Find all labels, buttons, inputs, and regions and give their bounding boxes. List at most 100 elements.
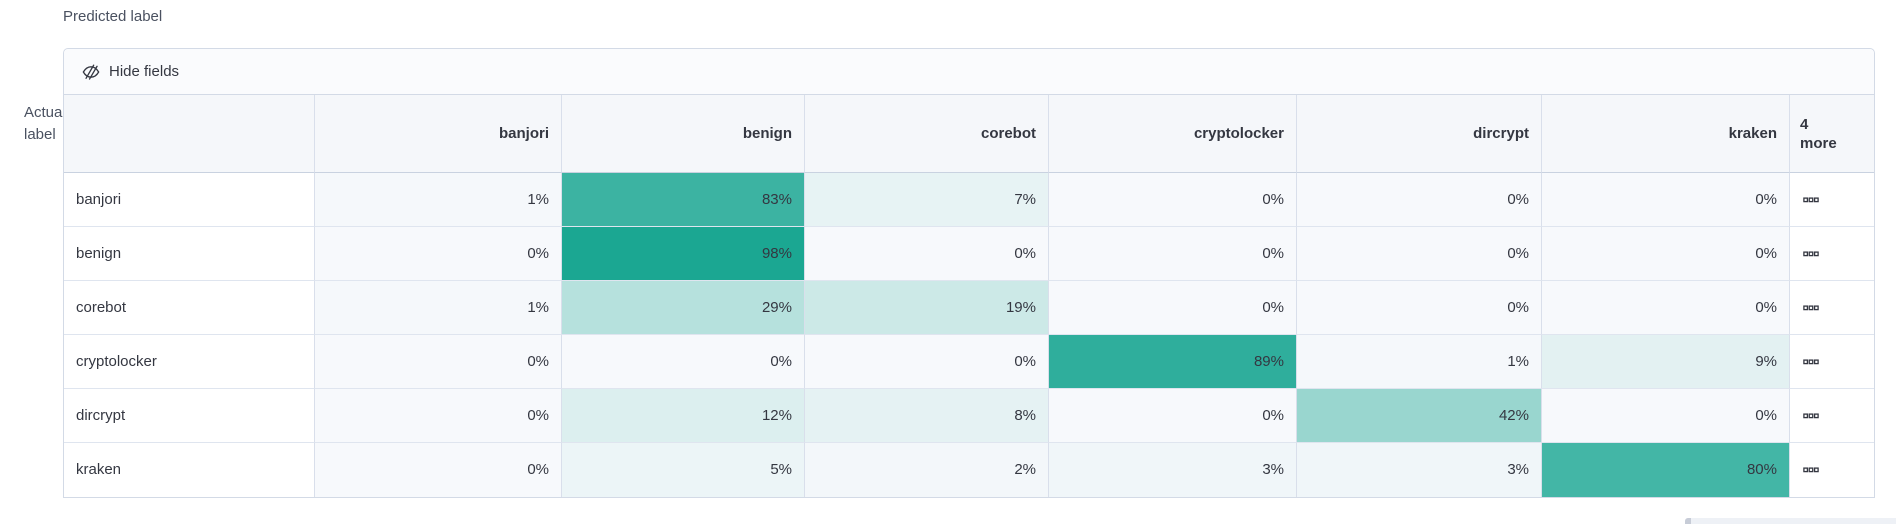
cell-value: 0% bbox=[527, 352, 549, 370]
cell-value: 0% bbox=[1507, 244, 1529, 262]
column-header-label: kraken bbox=[1728, 124, 1777, 142]
matrix-cell-dircrypt-benign: 12% bbox=[562, 389, 805, 443]
matrix-cell-kraken-kraken: 80% bbox=[1542, 443, 1790, 497]
matrix-cell-dircrypt-dircrypt: 42% bbox=[1297, 389, 1542, 443]
row-more-cell bbox=[1790, 227, 1874, 281]
matrix-cell-kraken-dircrypt: 3% bbox=[1297, 443, 1542, 497]
matrix-cell-banjori-dircrypt: 0% bbox=[1297, 173, 1542, 227]
actual-axis-label: Actual label bbox=[24, 104, 66, 143]
column-header-benign[interactable]: benign bbox=[562, 95, 805, 173]
matrix-cell-benign-kraken: 0% bbox=[1542, 227, 1790, 281]
column-header-dircrypt[interactable]: dircrypt bbox=[1297, 95, 1542, 173]
column-header-kraken[interactable]: kraken bbox=[1542, 95, 1790, 173]
row-actions-button[interactable] bbox=[1803, 192, 1819, 208]
cell-value: 0% bbox=[1014, 352, 1036, 370]
matrix-cell-corebot-cryptolocker: 0% bbox=[1049, 281, 1297, 335]
matrix-cell-kraken-cryptolocker: 3% bbox=[1049, 443, 1297, 497]
matrix-cell-dircrypt-corebot: 8% bbox=[805, 389, 1049, 443]
matrix-cell-cryptolocker-kraken: 9% bbox=[1542, 335, 1790, 389]
matrix-cell-kraken-banjori: 0% bbox=[315, 443, 562, 497]
matrix-cell-banjori-cryptolocker: 0% bbox=[1049, 173, 1297, 227]
cell-value: 0% bbox=[1755, 298, 1777, 316]
cell-value: 1% bbox=[1507, 352, 1529, 370]
matrix-cell-corebot-benign: 29% bbox=[562, 281, 805, 335]
cell-value: 3% bbox=[1262, 461, 1284, 478]
matrix-cell-corebot-banjori: 1% bbox=[315, 281, 562, 335]
row-actions-button[interactable] bbox=[1803, 462, 1819, 478]
row-more-cell bbox=[1790, 281, 1874, 335]
cell-value: 0% bbox=[1755, 244, 1777, 262]
horizontal-scrollbar[interactable] bbox=[1685, 518, 1896, 524]
cell-value: 12% bbox=[761, 406, 792, 424]
matrix-cell-corebot-corebot: 19% bbox=[805, 281, 1049, 335]
cell-value: 0% bbox=[1262, 244, 1284, 262]
boxes-horizontal-icon bbox=[1803, 462, 1819, 478]
cell-value: 3% bbox=[1507, 461, 1529, 478]
row-actions-button[interactable] bbox=[1803, 354, 1819, 370]
hide-fields-button[interactable]: Hide fields bbox=[72, 57, 189, 87]
scrollbar-cap bbox=[1685, 518, 1691, 524]
row-label-banjori: banjori bbox=[64, 173, 315, 227]
matrix-cell-dircrypt-banjori: 0% bbox=[315, 389, 562, 443]
matrix-cell-banjori-benign: 83% bbox=[562, 173, 805, 227]
cell-value: 42% bbox=[1498, 406, 1529, 424]
matrix-toolbar: Hide fields bbox=[64, 49, 1874, 95]
row-more-cell bbox=[1790, 443, 1874, 497]
row-actions-button[interactable] bbox=[1803, 300, 1819, 316]
column-header-label: cryptolocker bbox=[1193, 124, 1284, 142]
matrix-cell-kraken-corebot: 2% bbox=[805, 443, 1049, 497]
row-actions-button[interactable] bbox=[1803, 408, 1819, 424]
matrix-cell-cryptolocker-cryptolocker: 89% bbox=[1049, 335, 1297, 389]
cell-value: 0% bbox=[1755, 190, 1777, 208]
row-actions-button[interactable] bbox=[1803, 246, 1819, 262]
row-label-dircrypt: dircrypt bbox=[64, 389, 315, 443]
row-more-cell bbox=[1790, 173, 1874, 227]
matrix-cell-benign-benign: 98% bbox=[562, 227, 805, 281]
cell-value: 8% bbox=[1014, 406, 1036, 424]
column-header-cryptolocker[interactable]: cryptolocker bbox=[1049, 95, 1297, 173]
cell-value: 0% bbox=[527, 461, 549, 478]
cell-value: 19% bbox=[1005, 298, 1036, 316]
cell-value: 2% bbox=[1014, 461, 1036, 478]
row-label-benign: benign bbox=[64, 227, 315, 281]
matrix-cell-banjori-kraken: 0% bbox=[1542, 173, 1790, 227]
column-header-corebot[interactable]: corebot bbox=[805, 95, 1049, 173]
matrix-cell-benign-cryptolocker: 0% bbox=[1049, 227, 1297, 281]
cell-value: 5% bbox=[770, 461, 792, 478]
cell-value: 0% bbox=[1507, 190, 1529, 208]
cell-value: 29% bbox=[761, 298, 792, 316]
row-label-kraken: kraken bbox=[64, 443, 315, 497]
row-label-cryptolocker: cryptolocker bbox=[64, 335, 315, 389]
matrix-cell-banjori-corebot: 7% bbox=[805, 173, 1049, 227]
cell-value: 0% bbox=[1014, 244, 1036, 262]
cell-value: 0% bbox=[770, 352, 792, 370]
corner-header-cell bbox=[64, 95, 315, 173]
cell-value: 7% bbox=[1014, 190, 1036, 208]
column-header-more[interactable]: 4 more bbox=[1790, 95, 1874, 173]
predicted-axis-label: Predicted label bbox=[63, 8, 163, 25]
matrix-cell-benign-corebot: 0% bbox=[805, 227, 1049, 281]
cell-value: 0% bbox=[527, 406, 549, 424]
column-header-label: dircrypt bbox=[1473, 124, 1529, 142]
cell-value: 80% bbox=[1746, 461, 1777, 478]
matrix-cell-dircrypt-cryptolocker: 0% bbox=[1049, 389, 1297, 443]
matrix-cell-kraken-benign: 5% bbox=[562, 443, 805, 497]
boxes-horizontal-icon bbox=[1803, 408, 1819, 424]
cell-value: 0% bbox=[1507, 298, 1529, 316]
cell-value: 1% bbox=[527, 298, 549, 316]
cell-value: 0% bbox=[1262, 190, 1284, 208]
column-header-label: banjori bbox=[498, 124, 549, 142]
column-header-label: benign bbox=[742, 124, 792, 142]
cell-value: 9% bbox=[1755, 352, 1777, 370]
matrix-cell-banjori-banjori: 1% bbox=[315, 173, 562, 227]
boxes-horizontal-icon bbox=[1803, 192, 1819, 208]
column-header-banjori[interactable]: banjori bbox=[315, 95, 562, 173]
matrix-cell-cryptolocker-corebot: 0% bbox=[805, 335, 1049, 389]
matrix-cell-cryptolocker-dircrypt: 1% bbox=[1297, 335, 1542, 389]
matrix-cell-benign-dircrypt: 0% bbox=[1297, 227, 1542, 281]
cell-value: 0% bbox=[1262, 298, 1284, 316]
matrix-cell-cryptolocker-benign: 0% bbox=[562, 335, 805, 389]
cell-value: 0% bbox=[1262, 406, 1284, 424]
boxes-horizontal-icon bbox=[1803, 354, 1819, 370]
matrix-cell-corebot-kraken: 0% bbox=[1542, 281, 1790, 335]
